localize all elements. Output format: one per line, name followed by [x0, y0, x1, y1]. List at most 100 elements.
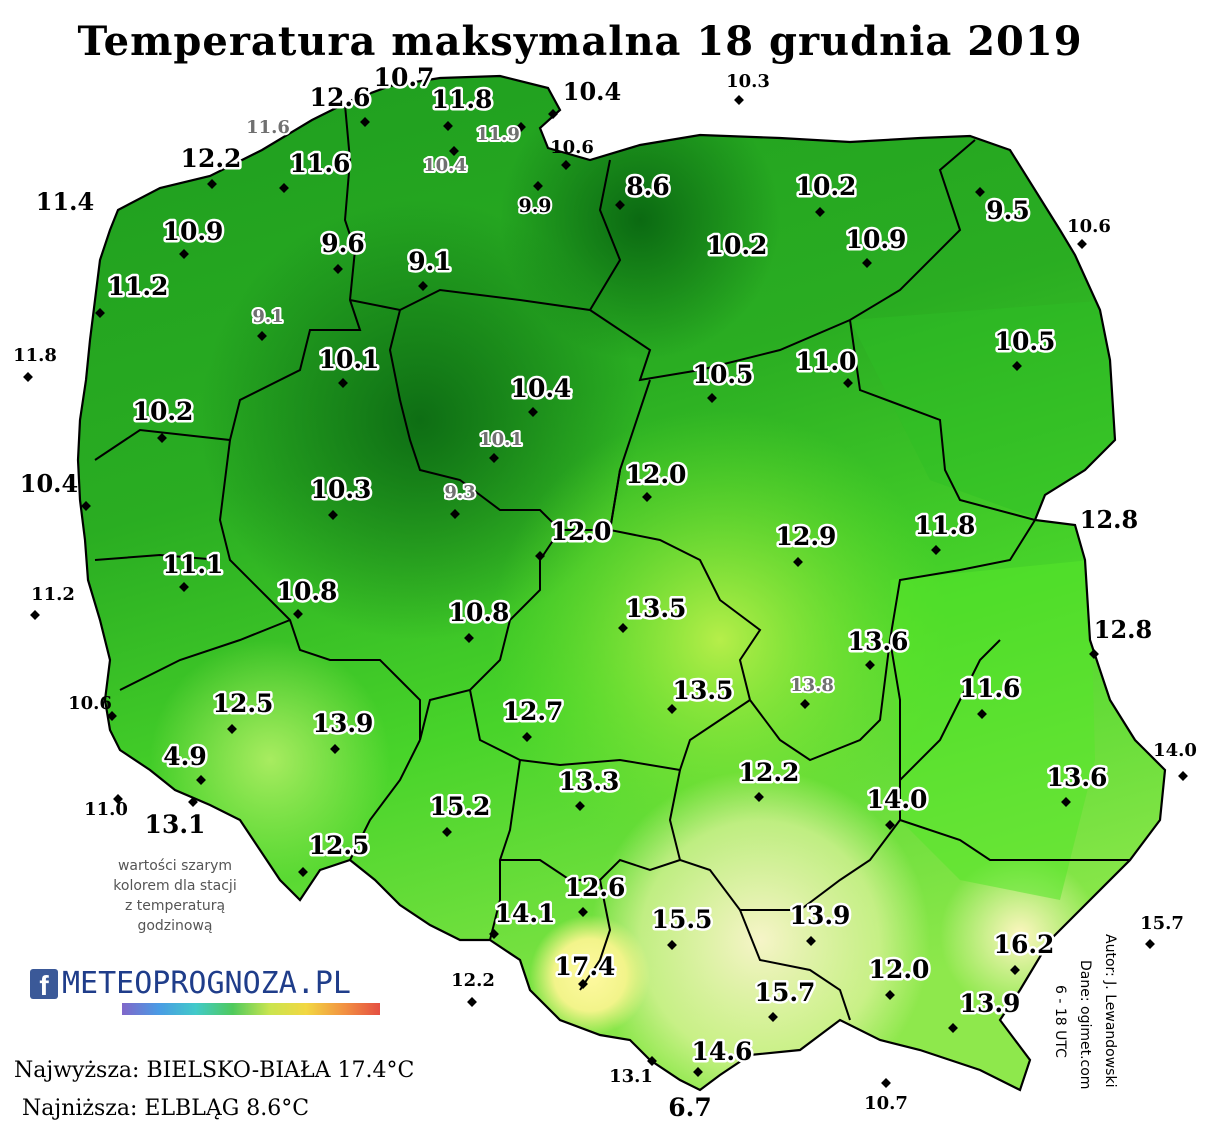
station-value: 11.0: [796, 347, 857, 376]
station-value: 11.4: [36, 187, 94, 216]
station-marker: [647, 1056, 657, 1066]
note-line: kolorem dla stacji: [113, 878, 237, 894]
station-value: 12.2: [451, 970, 495, 991]
station-value: 9.3: [444, 482, 475, 503]
station-value: 16.2: [994, 930, 1055, 959]
station-marker: [862, 258, 872, 268]
station-marker: [535, 551, 545, 561]
station-marker: [800, 699, 810, 709]
station-marker: [754, 792, 764, 802]
station-marker: [257, 331, 267, 341]
station-value: 9.9: [518, 195, 551, 217]
note-line: wartości szarym: [117, 858, 233, 874]
station-marker: [734, 95, 744, 105]
station-marker: [1061, 797, 1071, 807]
station-layer: 12.610.711.811.612.210.911.29.69.110.110…: [13, 61, 1197, 1125]
station-marker: [1145, 939, 1155, 949]
station-marker: [533, 181, 543, 191]
station-value: 11.8: [915, 511, 976, 540]
station-value: 11.0: [84, 799, 128, 820]
station-marker: [328, 510, 338, 520]
station-marker: [667, 940, 677, 950]
station-value: 14.6: [692, 1037, 753, 1066]
station-marker: [522, 732, 532, 742]
station-value: 10.6: [68, 693, 112, 714]
station-marker: [188, 797, 198, 807]
station-marker: [1012, 361, 1022, 371]
station-value: 9.1: [408, 247, 452, 276]
station-marker: [489, 453, 499, 463]
station-marker: [731, 242, 741, 252]
station-marker: [30, 610, 40, 620]
station-marker: [449, 146, 459, 156]
station-marker: [948, 1023, 958, 1033]
author-credit: Autor: J. Lewandowski: [1102, 934, 1118, 1088]
logo-text: METEOPROGNOZA.PL: [62, 966, 351, 1001]
station-value: 13.9: [790, 901, 851, 930]
station-value: 12.2: [181, 144, 242, 173]
station-marker: [333, 264, 343, 274]
station-marker: [885, 990, 895, 1000]
station-marker: [667, 704, 677, 714]
station-marker: [707, 393, 717, 403]
station-value: 12.7: [503, 697, 564, 726]
station-value: 10.4: [511, 374, 572, 403]
station-marker: [881, 1078, 891, 1088]
station-value: 10.4: [563, 77, 621, 106]
station-marker: [815, 207, 825, 217]
station-marker: [23, 372, 33, 382]
station-value: 11.2: [108, 272, 169, 301]
station-marker: [442, 827, 452, 837]
station-value: 15.7: [1140, 913, 1184, 934]
station-marker: [330, 744, 340, 754]
station-marker: [279, 183, 289, 193]
station-marker: [931, 545, 941, 555]
facebook-icon[interactable]: f: [30, 968, 58, 1001]
station-value: 11.8: [432, 85, 493, 114]
station-value: 13.6: [848, 627, 909, 656]
voivodeship-borders: [94, 104, 1130, 1021]
station-value: 11.1: [163, 550, 224, 579]
station-marker: [793, 557, 803, 567]
station-value: 12.6: [310, 83, 371, 112]
station-marker: [693, 1067, 703, 1077]
station-value: 10.4: [423, 155, 467, 176]
station-marker: [977, 709, 987, 719]
station-value: 10.2: [796, 172, 857, 201]
station-marker: [885, 820, 895, 830]
station-value: 12.0: [626, 460, 687, 489]
station-value: 14.0: [1153, 740, 1197, 761]
station-marker: [548, 109, 558, 119]
station-value: 11.2: [31, 584, 75, 605]
data-source-credit: Dane: ogimet.com: [1077, 960, 1093, 1090]
station-value: 12.5: [213, 689, 274, 718]
station-value: 6.7: [668, 1093, 712, 1122]
station-marker: [196, 775, 206, 785]
station-value: 10.4: [20, 469, 78, 498]
station-value: 10.2: [707, 231, 768, 260]
station-value: 4.9: [163, 742, 207, 771]
station-value: 10.1: [479, 429, 523, 450]
station-marker: [843, 378, 853, 388]
station-value: 10.7: [864, 1093, 908, 1114]
station-value: 12.8: [1080, 505, 1138, 534]
station-marker: [227, 724, 237, 734]
station-value: 11.6: [246, 117, 290, 138]
station-value: 10.3: [726, 71, 770, 92]
station-value: 12.2: [739, 758, 800, 787]
station-value: 13.1: [609, 1066, 653, 1087]
station-value: 9.1: [252, 306, 283, 327]
station-marker: [467, 997, 477, 1007]
station-value: 10.8: [449, 598, 510, 627]
station-marker: [528, 407, 538, 417]
station-marker: [293, 609, 303, 619]
station-value: 10.3: [311, 475, 372, 504]
highest-temp-label: Najwyższa: BIELSKO-BIAŁA 17.4°C: [14, 1058, 415, 1083]
station-value: 10.5: [693, 360, 754, 389]
station-marker: [1089, 649, 1099, 659]
meteoprognoza-logo[interactable]: f METEOPROGNOZA.PL: [30, 966, 351, 1001]
station-value: 10.8: [277, 577, 338, 606]
station-marker: [768, 1012, 778, 1022]
station-value: 13.5: [673, 676, 734, 705]
